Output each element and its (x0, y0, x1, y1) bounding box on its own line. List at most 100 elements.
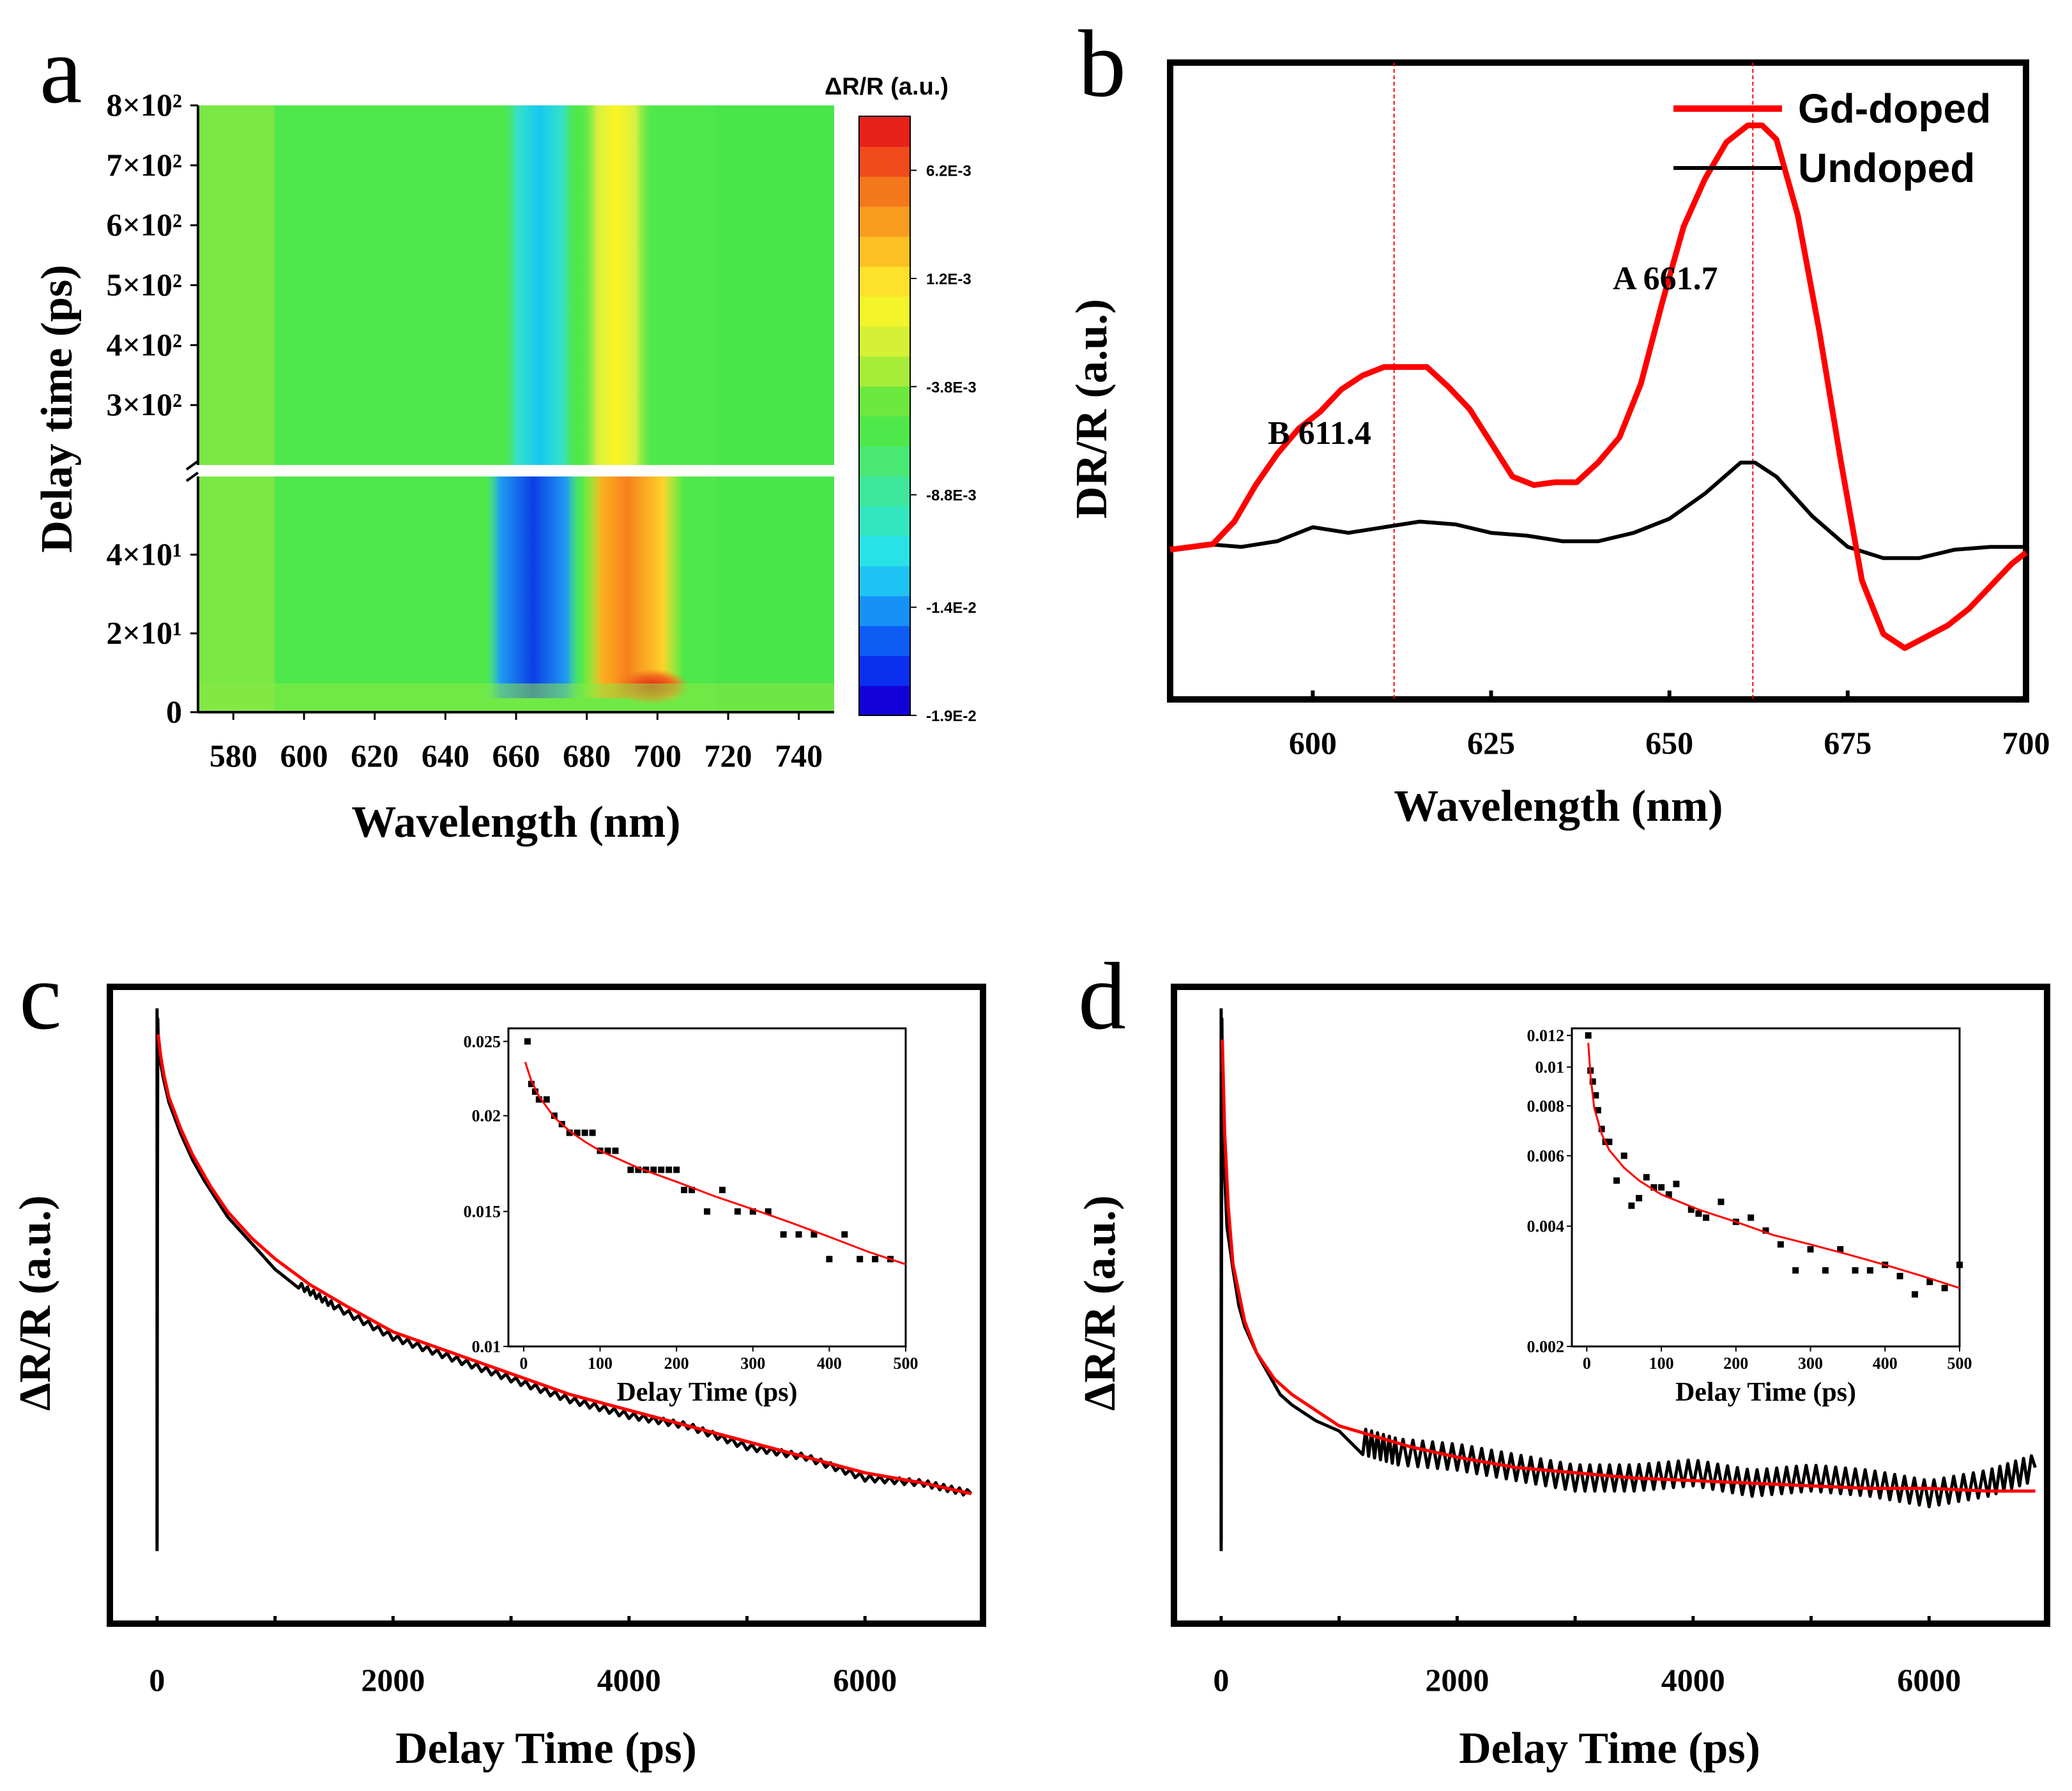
c-y-axis-label: ΔR/R (a.u.) (11, 1195, 60, 1411)
inset-data-point (1628, 1202, 1635, 1209)
inset-y-tick-label: 0.002 (1527, 1338, 1565, 1356)
heatmap-left-edge (198, 105, 275, 712)
inset-data-point (811, 1231, 818, 1238)
inset-data-point (566, 1129, 573, 1136)
inset-data-point (1866, 1267, 1873, 1274)
panel-c-letter: c (19, 943, 62, 1049)
inset-data-point (589, 1129, 596, 1136)
colorbar-segment (859, 326, 910, 357)
panel-b-letter: b (1078, 11, 1126, 117)
inset-data-point (1777, 1241, 1784, 1248)
colorbar-segment (859, 266, 910, 297)
inset-data-point (749, 1208, 756, 1215)
axis-break-marks (185, 460, 199, 482)
inset-data-point (574, 1129, 581, 1136)
colorbar-segment (859, 176, 910, 207)
a-y-tick-label: 0 (166, 694, 182, 729)
inset-y-tick-label: 0.01 (1535, 1058, 1565, 1077)
inset-data-point (1718, 1198, 1725, 1205)
inset-data-point (543, 1096, 550, 1103)
inset-data-point (531, 1088, 538, 1095)
heatmap-positive-band-lower (581, 476, 683, 698)
inset-x-axis-label: Delay Time (ps) (1675, 1378, 1856, 1407)
inset-y-tick-label: 0.015 (464, 1203, 501, 1221)
colorbar-segment (859, 685, 910, 716)
colorbar-segment (859, 206, 910, 237)
inset-data-point (1822, 1267, 1829, 1274)
inset-fit-curve (524, 1062, 906, 1265)
colorbar-segment (859, 116, 910, 147)
colorbar: 6.2E-3 1.2E-3 -3.8E-3 -8.8E-3 -1.4E-2 -1.9E-2 (858, 116, 977, 725)
inset-data-point (780, 1231, 787, 1238)
a-x-tick-label: 740 (775, 738, 823, 774)
inset-data-point (604, 1147, 611, 1154)
b-y-axis-label: DR/R (a.u.) (1067, 299, 1116, 519)
x-tick-label: 2000 (1425, 1662, 1489, 1698)
x-tick-label: 0 (1213, 1662, 1229, 1698)
inset-data-point (681, 1187, 688, 1194)
x-tick-label: 0 (149, 1662, 165, 1698)
colorbar-segment (859, 296, 910, 327)
inset-x-tick-label: 0 (1583, 1354, 1591, 1373)
inset-data-point (841, 1231, 848, 1238)
inset-data-point (1792, 1267, 1799, 1274)
inset-fit-curve (1587, 1042, 1960, 1290)
inset-x-tick-label: 500 (1947, 1354, 1972, 1373)
a-y-tick-label: 4×10² (107, 326, 182, 362)
b-x-axis-label: Wavelength (nm) (1394, 782, 1723, 831)
colorbar-segment (859, 655, 910, 687)
inset-x-tick-label: 100 (588, 1354, 613, 1373)
b-plot-area (1169, 63, 2028, 699)
a-x-tick-label: 700 (634, 738, 682, 774)
inset-data-point (826, 1256, 833, 1263)
inset-x-tick-label: 200 (664, 1354, 689, 1373)
inset-frame (1571, 1027, 1961, 1348)
inset-data-point (1852, 1267, 1859, 1274)
inset-x-tick-label: 100 (1649, 1354, 1674, 1373)
inset-y-tick-label: 0.02 (472, 1107, 501, 1125)
colorbar-segment (859, 146, 910, 177)
a-x-tick-label: 680 (563, 738, 611, 774)
c-inset: 0 100 200 300 400 500 0.01 0.015 0.02 0.025 Delay … (464, 1027, 918, 1407)
a-x-ticks: 580 600 620 640 660 680 700 720 740 (209, 712, 823, 774)
a-y-tick-label: 2×10¹ (107, 615, 182, 651)
x-tick-label: 6000 (833, 1662, 897, 1698)
colorbar-segment (859, 386, 910, 416)
inset-data-point (535, 1096, 542, 1103)
inset-data-point (1589, 1078, 1596, 1085)
inset-y-tick-label: 0.004 (1527, 1217, 1565, 1236)
panel-d: d 0 2000 4000 6000 Delay Time (ps) ΔR/R (a.… (1076, 943, 2050, 1773)
inset-x-tick-label: 0 (519, 1354, 528, 1373)
inset-y-tick-label: 0.025 (464, 1032, 501, 1051)
inset-data-point (872, 1256, 879, 1263)
inset-x-tick-label: 400 (1873, 1354, 1898, 1373)
colorbar-segment (859, 595, 910, 627)
x-tick-label: 4000 (1661, 1662, 1725, 1698)
d-frame (1171, 984, 2050, 1627)
inset-data-point (857, 1256, 864, 1263)
annotation-a: A 661.7 (1613, 261, 1718, 297)
panel-a-letter: a (40, 17, 82, 123)
annotation-b: B 611.4 (1268, 415, 1371, 452)
inset-data-point (1650, 1184, 1657, 1191)
a-y-ticks: 0 2×10¹ 4×10¹ 3×10² 4×10² 5×10² 6×10² 7×10² 8×10… (107, 87, 198, 729)
inset-data-point (1687, 1206, 1695, 1213)
inset-data-point (528, 1081, 535, 1088)
inset-data-point (524, 1038, 531, 1045)
inset-y-tick-label: 0.01 (472, 1338, 501, 1356)
inset-y-tick-label: 0.006 (1527, 1147, 1565, 1165)
inset-data-point (627, 1166, 634, 1173)
d-x-axis-label: Delay Time (ps) (1459, 1724, 1760, 1773)
inset-data-point (1636, 1194, 1643, 1201)
inset-data-point (650, 1166, 657, 1173)
inset-data-point (1585, 1032, 1592, 1039)
a-x-tick-label: 580 (209, 738, 257, 774)
a-x-tick-label: 620 (351, 738, 399, 774)
a-x-axis-label: Wavelength (nm) (351, 798, 680, 847)
colorbar-segment (859, 505, 910, 537)
inset-data-point (1673, 1180, 1680, 1187)
heatmap-negative-band-upper (501, 105, 578, 469)
a-y-tick-label: 5×10² (107, 267, 182, 303)
axis-break-band (198, 465, 834, 476)
inset-data-point (704, 1208, 710, 1215)
